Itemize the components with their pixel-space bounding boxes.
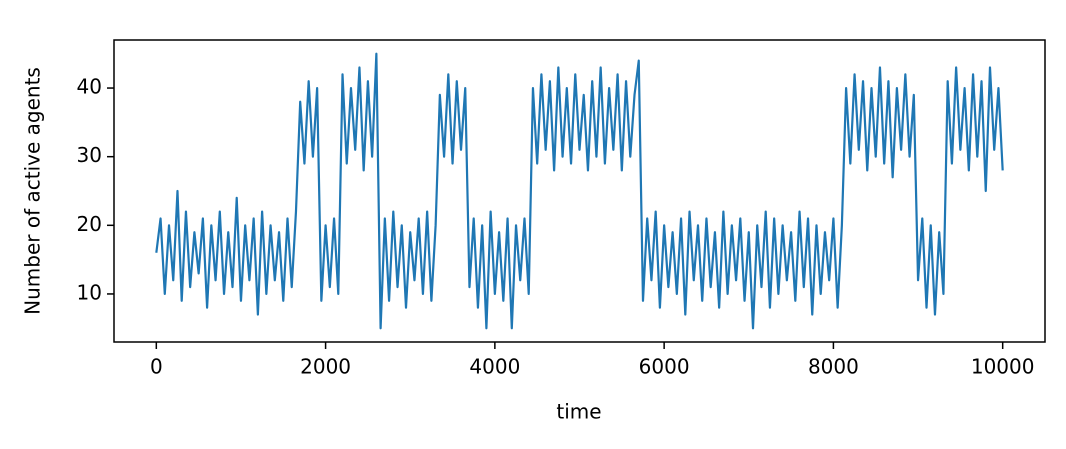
x-tick-label: 0 bbox=[150, 355, 163, 379]
y-tick-label: 40 bbox=[77, 75, 102, 99]
x-tick-label: 10000 bbox=[971, 355, 1035, 379]
x-axis-label: time bbox=[556, 400, 601, 424]
x-tick-label: 4000 bbox=[469, 355, 520, 379]
y-tick-label: 10 bbox=[77, 280, 102, 304]
y-tick-label: 20 bbox=[77, 212, 102, 236]
x-tick-label: 6000 bbox=[639, 355, 690, 379]
y-axis-label: Number of active agents bbox=[21, 67, 45, 315]
x-tick-label: 8000 bbox=[808, 355, 859, 379]
plot-frame bbox=[113, 39, 1046, 343]
x-tick-label: 2000 bbox=[300, 355, 351, 379]
y-tick-label: 30 bbox=[77, 143, 102, 167]
data-line bbox=[155, 52, 1004, 330]
